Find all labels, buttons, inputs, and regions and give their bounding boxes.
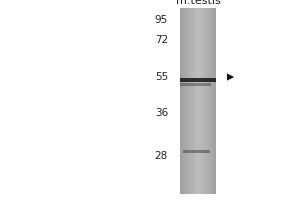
Bar [183, 8, 184, 194]
Bar [195, 8, 196, 194]
Bar [193, 8, 194, 194]
Bar [182, 8, 183, 194]
Text: 28: 28 [155, 151, 168, 161]
Bar [192, 8, 193, 194]
Bar [186, 8, 187, 194]
Bar [209, 8, 210, 194]
Text: 72: 72 [155, 35, 168, 45]
Bar [181, 8, 182, 194]
Bar [187, 8, 188, 194]
Bar [196, 8, 197, 194]
Bar [191, 8, 192, 194]
Text: 36: 36 [155, 108, 168, 118]
Bar [215, 8, 216, 194]
Bar [180, 83, 211, 86]
Bar [214, 8, 215, 194]
Bar [197, 8, 198, 194]
Bar [180, 8, 181, 194]
Bar [211, 8, 212, 194]
Bar [202, 8, 203, 194]
Text: 95: 95 [155, 15, 168, 25]
Bar [183, 150, 210, 152]
Bar [202, 8, 203, 194]
Bar [212, 8, 213, 194]
Text: m.testis: m.testis [176, 0, 220, 6]
Bar [188, 8, 189, 194]
Text: 55: 55 [155, 72, 168, 82]
Bar [208, 8, 209, 194]
Bar [184, 8, 185, 194]
Bar [194, 8, 195, 194]
Bar [207, 8, 208, 194]
Bar [199, 8, 200, 194]
Bar [185, 8, 186, 194]
Bar [189, 8, 190, 194]
Bar [205, 8, 206, 194]
Bar [198, 8, 199, 194]
Bar [200, 8, 201, 194]
Bar [204, 8, 205, 194]
Bar [201, 8, 202, 194]
Bar [190, 8, 191, 194]
Bar [213, 8, 214, 194]
Bar [203, 8, 204, 194]
Bar [210, 8, 211, 194]
Bar [180, 78, 216, 82]
Bar [206, 8, 207, 194]
